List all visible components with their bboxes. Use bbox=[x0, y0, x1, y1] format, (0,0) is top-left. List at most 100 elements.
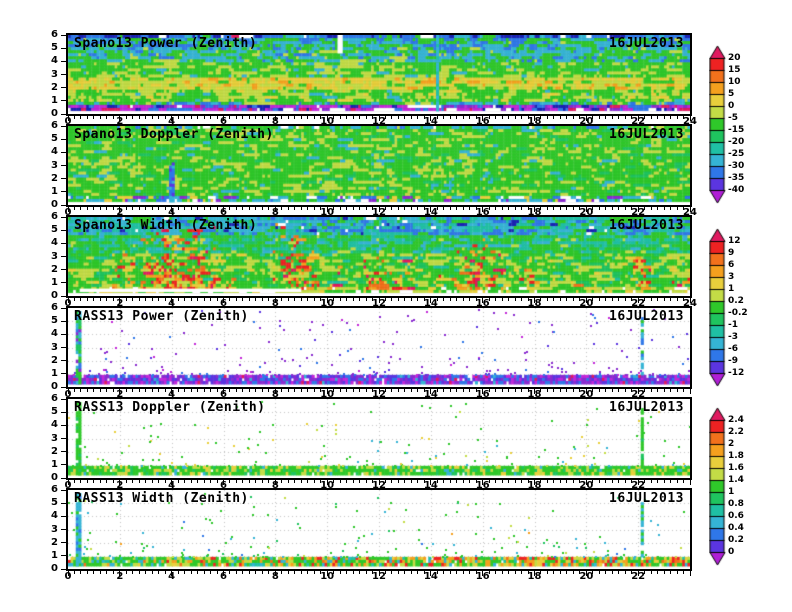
x-tick bbox=[410, 298, 412, 301]
colorbar-tick-label: -9 bbox=[728, 356, 738, 366]
colorbar-power-scale: 20 15 10 5 0 -5 -15 -20 -25 -30 -35 -40 bbox=[709, 45, 755, 205]
x-tick bbox=[177, 207, 179, 210]
x-tick bbox=[197, 207, 199, 210]
x-tick bbox=[449, 480, 451, 483]
x-tick bbox=[410, 116, 412, 119]
y-tick-label: 6 bbox=[51, 302, 58, 313]
x-tick bbox=[255, 480, 257, 483]
x-tick-label: 2 bbox=[116, 571, 124, 582]
x-tick bbox=[281, 571, 283, 574]
y-tick-label: 1 bbox=[51, 276, 58, 288]
x-tick bbox=[216, 389, 218, 392]
x-tick bbox=[145, 480, 147, 483]
x-tick bbox=[527, 207, 529, 210]
x-tick bbox=[598, 116, 600, 119]
x-tick-label: 16 bbox=[475, 571, 490, 582]
x-tick bbox=[456, 480, 458, 483]
y-tick bbox=[61, 360, 66, 362]
y-tick-label: 4 bbox=[51, 146, 58, 158]
x-tick bbox=[365, 116, 367, 119]
colorbar-tick-label: 0.2 bbox=[728, 535, 744, 545]
x-tick bbox=[378, 116, 380, 121]
x-tick bbox=[430, 298, 432, 303]
panel-rass13-doppler: RASS13 Doppler (Zenith) 16JUL2013 bbox=[66, 397, 692, 480]
x-tick bbox=[294, 480, 296, 483]
x-tick bbox=[592, 389, 594, 392]
x-tick bbox=[268, 298, 270, 301]
x-tick bbox=[546, 298, 548, 301]
heatmap-canvas-spano13-power bbox=[68, 35, 690, 114]
x-tick bbox=[132, 298, 134, 301]
x-tick bbox=[559, 389, 561, 392]
x-tick bbox=[579, 480, 581, 483]
x-tick bbox=[145, 207, 147, 210]
heatmap-canvas-spano13-doppler bbox=[68, 126, 690, 205]
x-tick bbox=[521, 480, 523, 483]
x-tick bbox=[469, 116, 471, 119]
x-tick bbox=[359, 207, 361, 210]
x-tick bbox=[235, 298, 237, 301]
x-tick bbox=[274, 298, 276, 303]
x-tick bbox=[553, 389, 555, 392]
x-tick bbox=[210, 480, 212, 483]
x-tick bbox=[683, 298, 685, 301]
x-tick bbox=[106, 298, 108, 301]
y-tick-label: 0 bbox=[51, 290, 58, 301]
x-tick bbox=[689, 298, 691, 303]
y-tick bbox=[61, 256, 66, 257]
x-tick bbox=[676, 389, 678, 392]
x-tick-label: 14 bbox=[423, 480, 438, 491]
x-tick bbox=[242, 298, 244, 301]
x-tick bbox=[475, 116, 477, 119]
x-tick-label: 8 bbox=[271, 480, 279, 491]
x-tick bbox=[171, 298, 173, 303]
x-tick bbox=[255, 298, 257, 301]
x-tick bbox=[592, 207, 594, 210]
x-tick bbox=[521, 116, 523, 119]
x-tick bbox=[274, 207, 276, 212]
x-tick-label: 2 bbox=[116, 389, 124, 400]
x-tick bbox=[611, 480, 613, 483]
x-tick bbox=[352, 207, 354, 210]
x-tick-label: 16 bbox=[475, 207, 490, 218]
x-tick bbox=[339, 571, 341, 574]
x-tick bbox=[469, 298, 471, 301]
x-tick bbox=[689, 116, 691, 121]
x-tick bbox=[158, 116, 160, 119]
x-tick bbox=[307, 116, 309, 119]
x-tick bbox=[151, 207, 153, 210]
x-tick bbox=[663, 571, 665, 574]
x-tick bbox=[378, 207, 380, 212]
x-tick bbox=[190, 571, 192, 574]
x-tick bbox=[125, 480, 127, 483]
x-tick bbox=[171, 207, 173, 212]
x-tick bbox=[443, 571, 445, 574]
x-tick bbox=[436, 298, 438, 301]
x-tick bbox=[86, 298, 88, 301]
x-tick bbox=[508, 389, 510, 392]
x-tick-label: 10 bbox=[320, 389, 335, 400]
x-tick bbox=[151, 298, 153, 301]
y-tick bbox=[61, 229, 66, 231]
x-tick bbox=[657, 207, 659, 210]
x-tick bbox=[579, 571, 581, 574]
x-tick bbox=[501, 571, 503, 574]
x-tick bbox=[670, 207, 672, 210]
x-tick-label: 22 bbox=[631, 116, 646, 127]
x-tick bbox=[190, 116, 192, 119]
x-tick bbox=[670, 116, 672, 119]
x-tick bbox=[391, 116, 393, 119]
y-tick bbox=[61, 411, 66, 413]
x-tick bbox=[158, 480, 160, 483]
x-tick bbox=[125, 298, 127, 301]
x-tick bbox=[164, 571, 166, 574]
x-tick bbox=[611, 207, 613, 210]
x-tick bbox=[177, 298, 179, 301]
x-tick bbox=[86, 116, 88, 119]
x-tick bbox=[423, 207, 425, 210]
x-tick bbox=[106, 116, 108, 119]
y-tick bbox=[61, 320, 66, 322]
x-tick bbox=[372, 116, 374, 119]
x-tick bbox=[579, 389, 581, 392]
colorbar-tick-label: 15 bbox=[728, 65, 741, 75]
